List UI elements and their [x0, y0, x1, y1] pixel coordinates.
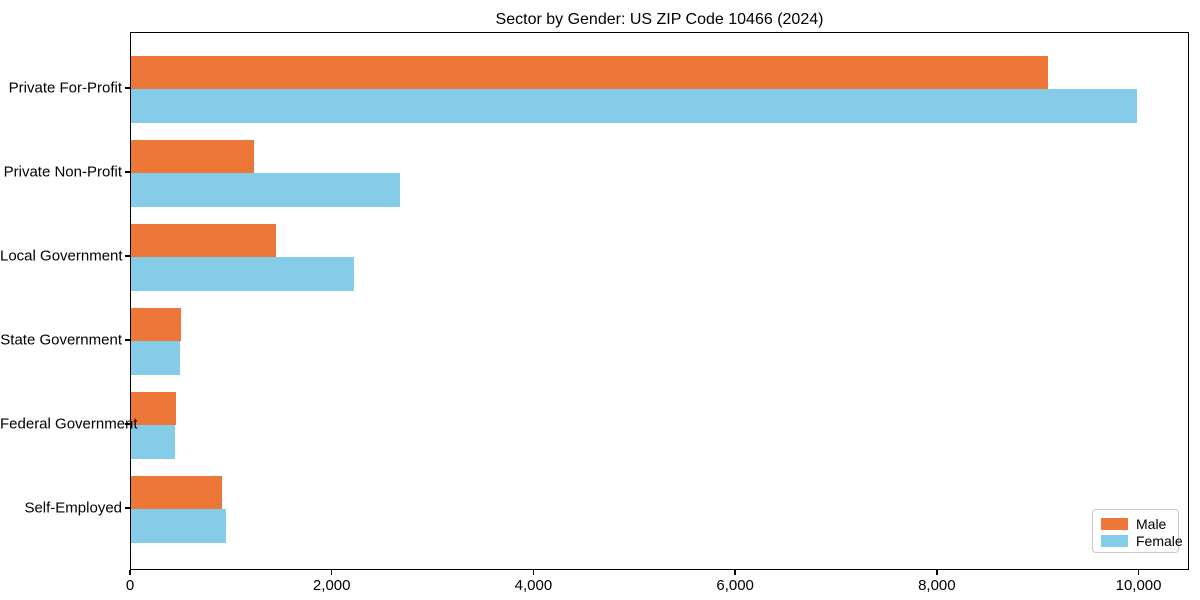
y-tick-label-private-for-profit: Private For-Profit [8, 79, 122, 97]
plot-area [130, 32, 1189, 570]
y-tick-mark [125, 171, 130, 173]
legend-item-male: Male [1101, 516, 1178, 532]
legend: Male Female [1092, 509, 1183, 553]
y-tick-mark [125, 507, 130, 509]
x-tick-mark [1137, 570, 1140, 575]
y-tick-mark [125, 339, 130, 341]
legend-label-female: Female [1136, 533, 1183, 549]
legend-label-male: Male [1136, 516, 1167, 532]
y-tick-label-self-employed: Self-Employed [24, 499, 122, 517]
bar-male-self-employed [131, 475, 222, 509]
bar-female-private-non-profit [131, 173, 400, 207]
x-tick-label: 8,000 [918, 577, 956, 594]
y-tick-mark [125, 87, 130, 89]
y-tick-label-private-non-profit: Private Non-Profit [3, 163, 122, 181]
x-tick-label: 2,000 [312, 577, 351, 594]
x-tick-mark [734, 570, 736, 575]
legend-swatch-female [1101, 535, 1128, 547]
x-tick-mark [129, 570, 131, 575]
legend-item-female: Female [1101, 533, 1183, 549]
bar-male-private-non-profit [131, 139, 255, 173]
bar-female-private-for-profit [131, 89, 1137, 123]
bar-male-local-government [131, 223, 277, 257]
bar-female-state-government [131, 341, 180, 375]
bar-male-federal-government [131, 391, 176, 425]
y-tick-mark [125, 255, 130, 257]
bar-male-state-government [131, 307, 181, 341]
x-tick-mark [331, 570, 333, 575]
x-tick-label: 4,000 [514, 577, 553, 594]
bar-female-local-government [131, 257, 355, 291]
chart-title: Sector by Gender: US ZIP Code 10466 (202… [495, 11, 824, 28]
bar-male-private-for-profit [131, 55, 1048, 89]
y-tick-mark [125, 423, 130, 425]
x-tick-mark [532, 570, 535, 575]
legend-swatch-male [1101, 518, 1128, 530]
bar-female-self-employed [131, 509, 226, 543]
x-tick-mark [936, 570, 938, 575]
y-tick-label-federal-government: Federal Government [0, 415, 138, 433]
bar-female-federal-government [131, 425, 175, 459]
x-tick-label: 6,000 [716, 577, 754, 594]
x-tick-label: 10,000 [1115, 577, 1162, 594]
x-tick-label: 0 [125, 577, 135, 594]
y-tick-label-state-government: State Government [0, 331, 122, 349]
y-tick-label-local-government: Local Government [0, 247, 123, 265]
